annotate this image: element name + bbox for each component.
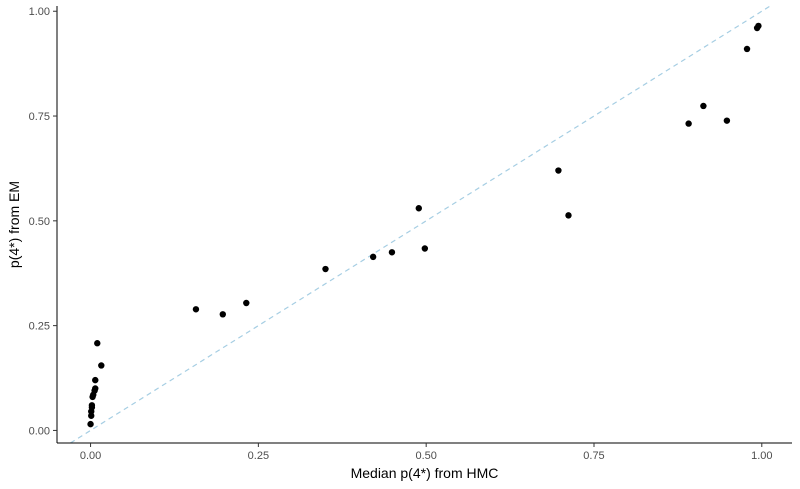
data-point (743, 45, 751, 53)
data-point (685, 120, 692, 127)
y-tick-label: 0.50 (29, 216, 50, 228)
data-point (755, 22, 762, 30)
data-point (219, 311, 226, 318)
y-axis-ticks: 0.00 0.25 0.50 0.75 1.00 (29, 6, 57, 437)
data-point (98, 362, 105, 369)
data-point (87, 420, 94, 428)
data-point (92, 385, 99, 392)
data-point (388, 249, 396, 256)
x-tick-label: 1.00 (751, 450, 772, 462)
y-tick-label: 0.00 (29, 425, 50, 437)
reference-line-layer (70, 5, 771, 444)
x-tick-label: 0.25 (248, 450, 269, 462)
points-layer (87, 22, 762, 428)
data-point (555, 167, 562, 174)
y-tick-label: 1.00 (29, 6, 50, 18)
identity-reference-line (70, 5, 771, 444)
data-point (192, 306, 200, 313)
data-point (369, 253, 377, 261)
data-point (322, 265, 329, 273)
x-axis-ticks: 0.00 0.25 0.50 0.75 1.00 (80, 443, 773, 462)
data-point (88, 402, 96, 409)
data-point (421, 245, 429, 252)
data-point (565, 212, 572, 219)
data-point (92, 376, 99, 384)
data-point (94, 340, 101, 347)
x-axis-title: Median p(4*) from HMC (351, 465, 499, 481)
data-point (723, 117, 731, 124)
data-point (415, 205, 422, 212)
y-axis-title: p(4*) from EM (6, 181, 22, 268)
x-tick-label: 0.75 (583, 450, 604, 462)
x-tick-label: 0.50 (415, 450, 436, 462)
y-tick-label: 0.25 (29, 321, 50, 333)
data-point (700, 102, 707, 110)
x-tick-label: 0.00 (80, 450, 101, 462)
y-tick-label: 0.75 (29, 111, 50, 123)
data-point (243, 299, 250, 307)
